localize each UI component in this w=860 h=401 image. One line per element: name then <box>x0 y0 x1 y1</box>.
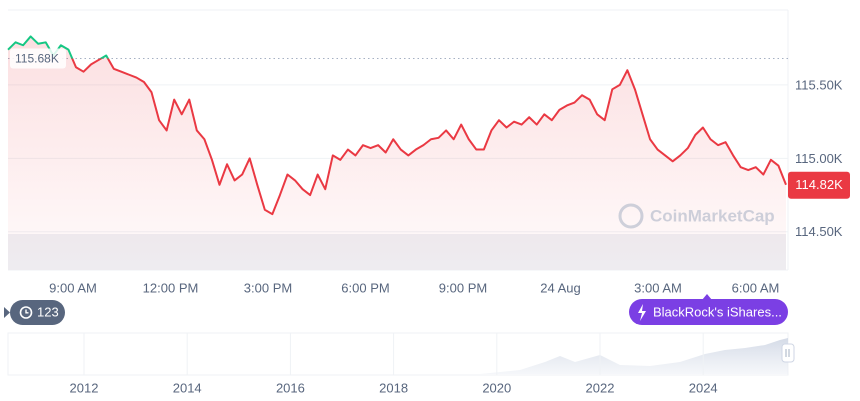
price-area <box>8 36 786 270</box>
clock-hands <box>25 309 29 314</box>
navigator-year: 2020 <box>482 380 511 395</box>
y-tick-label: 115.00K <box>795 151 843 166</box>
x-tick-label: 6:00 AM <box>732 280 780 295</box>
navigator-year: 2022 <box>586 380 615 395</box>
event-label[interactable]: BlackRock's iShares... <box>653 304 782 319</box>
x-tick-label: 9:00 AM <box>49 280 97 295</box>
news-badge[interactable]: 123 <box>4 300 65 325</box>
navigator-year: 2016 <box>276 380 305 395</box>
x-tick-label: 3:00 AM <box>634 280 682 295</box>
y-tick-label: 114.50K <box>795 224 843 239</box>
reference-label-bg <box>10 48 66 69</box>
x-tick-label: 3:00 PM <box>244 280 292 295</box>
navigator-year: 2012 <box>70 380 99 395</box>
navigator-year: 2014 <box>173 380 202 395</box>
x-tick-label: 6:00 PM <box>341 280 389 295</box>
x-tick-label: 9:00 PM <box>439 280 487 295</box>
event-pill-bg[interactable] <box>629 299 788 325</box>
watermark-text: CoinMarketCap <box>650 206 775 225</box>
y-tick-label: 115.50K <box>795 77 843 92</box>
price-label: 114.82K <box>795 177 843 192</box>
event-pill[interactable]: BlackRock's iShares... <box>629 294 788 325</box>
navigator-year: 2024 <box>689 380 718 395</box>
event-pill-tip <box>702 294 712 300</box>
price-label-bg <box>788 171 850 199</box>
x-tick-label: 24 Aug <box>540 280 581 295</box>
watermark: CoinMarketCap <box>618 203 775 229</box>
navigator-handle[interactable] <box>781 343 795 363</box>
bolt-icon <box>638 304 646 321</box>
x-tick-label: 12:00 PM <box>143 280 199 295</box>
clock-icon <box>19 306 33 319</box>
navigator <box>7 332 795 376</box>
navigator-year: 2018 <box>379 380 408 395</box>
price-line <box>7 35 787 216</box>
reference-label: 115.68K <box>15 52 59 66</box>
news-count[interactable]: 123 <box>37 304 59 319</box>
news-badge-tip <box>4 307 10 318</box>
news-badge-bg[interactable] <box>10 300 65 325</box>
navigator-area <box>8 338 788 374</box>
